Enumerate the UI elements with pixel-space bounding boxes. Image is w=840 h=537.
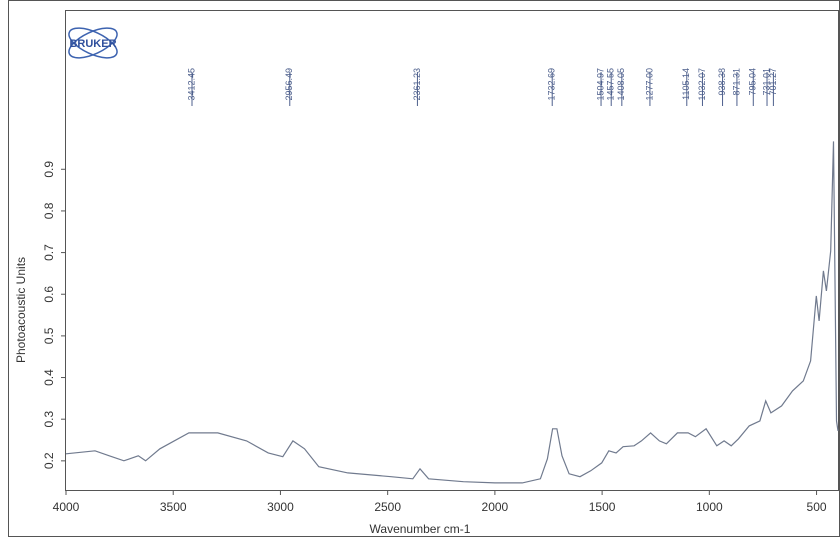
x-tick-label: 2000 <box>482 500 509 514</box>
peak-label: 795.04 <box>748 68 758 96</box>
y-tick-label: 0.8 <box>42 202 56 219</box>
peak-label: 1032.07 <box>697 68 707 101</box>
y-axis-label: Photoacoustic Units <box>14 257 28 363</box>
y-tick-label: 0.3 <box>42 411 56 428</box>
x-tick-label: 2500 <box>374 500 401 514</box>
x-tick-label: 4000 <box>53 500 80 514</box>
y-tick-label: 0.7 <box>42 244 56 261</box>
x-tick-label: 1000 <box>696 500 723 514</box>
plot-frame <box>65 10 839 491</box>
peak-label: 1105.14 <box>681 68 691 100</box>
y-tick-label: 0.4 <box>42 369 56 386</box>
x-tick-label: 500 <box>807 500 827 514</box>
outer-frame <box>8 0 840 537</box>
x-tick-label: 1500 <box>589 500 616 514</box>
peak-label: 1504.97 <box>595 68 605 101</box>
y-tick-label: 0.2 <box>42 452 56 469</box>
y-tick-label: 0.6 <box>42 286 56 303</box>
x-axis-label: Wavenumber cm-1 <box>370 522 471 536</box>
peak-label: 2361.23 <box>412 68 422 101</box>
peak-label: 1732.69 <box>547 68 557 101</box>
y-tick-label: 0.9 <box>42 161 56 178</box>
x-tick-label: 3000 <box>267 500 294 514</box>
peak-label: 1408.05 <box>616 68 626 101</box>
peak-label: 1277.00 <box>644 68 654 101</box>
y-tick-label: 0.5 <box>42 327 56 344</box>
peak-label: 3412.45 <box>186 68 196 101</box>
peak-label: 938.38 <box>717 68 727 96</box>
peak-label: 731.01 <box>761 68 771 96</box>
logo: BRUKER <box>68 27 118 59</box>
peak-label: 871.31 <box>731 68 741 96</box>
logo-text: BRUKER <box>69 38 116 50</box>
x-tick-label: 3500 <box>160 500 187 514</box>
peak-label: 2956.49 <box>284 68 294 101</box>
spectrum-line <box>65 141 839 484</box>
logo-ring <box>68 27 118 59</box>
logo-ring <box>68 27 118 59</box>
peak-label: 1457.55 <box>606 68 616 101</box>
peak-label: 701.27 <box>768 68 778 96</box>
